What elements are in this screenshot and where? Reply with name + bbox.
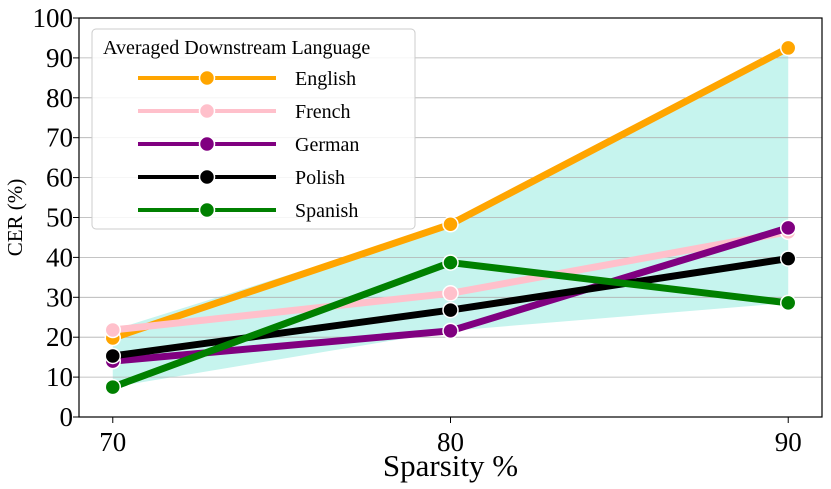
range-band bbox=[112, 47, 789, 388]
y-tick-label: 80 bbox=[46, 83, 73, 113]
data-point-spanish bbox=[779, 294, 797, 312]
data-point-polish bbox=[442, 301, 459, 319]
legend-label: Spanish bbox=[295, 200, 358, 222]
y-tick-label: 40 bbox=[46, 242, 73, 272]
data-point-german bbox=[779, 219, 797, 237]
data-point-spanish bbox=[104, 378, 122, 396]
y-tick-label: 70 bbox=[46, 123, 73, 153]
legend-label: French bbox=[295, 101, 351, 123]
y-tick-label: 100 bbox=[33, 3, 74, 33]
legend-item-polish: Polish bbox=[138, 167, 345, 189]
y-tick-label: 10 bbox=[46, 362, 73, 392]
y-axis-title: CER (%) bbox=[3, 179, 27, 257]
legend-title: Averaged Downstream Language bbox=[103, 37, 370, 59]
data-point-english bbox=[779, 39, 797, 57]
legend-item-german: German bbox=[138, 134, 359, 156]
legend-label: German bbox=[295, 134, 359, 156]
data-point-french bbox=[104, 321, 122, 339]
series-layer bbox=[104, 39, 797, 396]
data-point-english bbox=[442, 216, 459, 233]
series-polish bbox=[104, 250, 797, 365]
y-tick-label: 50 bbox=[46, 203, 73, 233]
legend-swatch-marker bbox=[198, 135, 216, 153]
data-point-german bbox=[442, 322, 459, 340]
data-point-spanish bbox=[442, 254, 459, 271]
data-point-polish bbox=[104, 347, 122, 365]
y-tick-label: 90 bbox=[46, 43, 73, 73]
data-point-polish bbox=[779, 250, 797, 267]
legend-swatch-marker bbox=[198, 201, 216, 219]
y-tick-label: 60 bbox=[46, 163, 73, 193]
x-tick-label: 70 bbox=[99, 427, 126, 457]
x-tick-label: 90 bbox=[775, 427, 802, 457]
legend-swatch-marker bbox=[198, 102, 216, 120]
legend-swatch-marker bbox=[198, 168, 216, 186]
series-german bbox=[104, 219, 797, 370]
data-point-french bbox=[442, 285, 459, 302]
y-tick-label: 30 bbox=[46, 282, 73, 312]
series-spanish bbox=[104, 254, 797, 396]
tick-layer: 0 10 20 30 40 50 60 70 80 90 100 70 80 90 bbox=[33, 3, 802, 457]
range-band-layer bbox=[112, 47, 789, 388]
y-tick-label: 20 bbox=[46, 322, 73, 352]
x-axis-title: Sparsity % bbox=[383, 448, 518, 483]
series-french bbox=[104, 223, 797, 339]
legend-item-english: English bbox=[138, 68, 356, 90]
legend: Averaged Downstream Language English Fren… bbox=[91, 28, 416, 230]
x-tick-label: 80 bbox=[437, 427, 464, 457]
legend-item-french: French bbox=[138, 101, 351, 123]
legend-box bbox=[91, 28, 416, 230]
legend-label: English bbox=[295, 68, 356, 90]
legend-label: Polish bbox=[295, 167, 345, 189]
y-tick-label: 0 bbox=[60, 402, 74, 432]
legend-swatch-marker bbox=[198, 69, 216, 87]
legend-items: English French German Polish Spanish bbox=[138, 68, 359, 222]
legend-item-spanish: Spanish bbox=[138, 200, 358, 222]
